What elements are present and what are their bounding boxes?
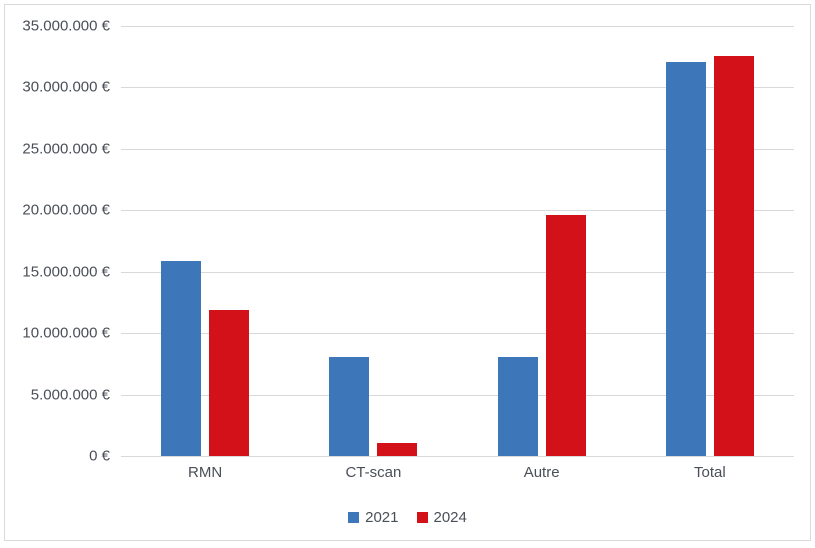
category-group-CT-scan xyxy=(289,26,457,456)
plot-area xyxy=(121,26,794,457)
legend-swatch-icon xyxy=(416,512,428,523)
bar-2024-CT-scan xyxy=(377,443,418,456)
gridline xyxy=(121,87,794,89)
legend-item-2021: 2021 xyxy=(348,509,399,526)
y-tick-label: 30.000.000 € xyxy=(22,78,110,96)
bar-2021-RMN xyxy=(161,260,202,456)
bar-2024-Autre xyxy=(545,215,586,456)
x-axis-labels: RMN CT-scan Autre Total xyxy=(121,464,794,481)
legend-label: 2024 xyxy=(433,509,467,526)
legend-label: 2021 xyxy=(365,509,399,526)
y-tick-label: 10.000.000 € xyxy=(22,324,110,342)
chart-frame: 0 € 5.000.000 € 10.000.000 € 15.000.000 € 20… xyxy=(4,4,811,541)
legend-item-2024: 2024 xyxy=(416,509,467,526)
category-group-Autre xyxy=(458,26,626,456)
bars-layer xyxy=(121,26,794,456)
gridline xyxy=(121,394,794,396)
bar-2024-RMN xyxy=(209,309,250,456)
category-group-Total xyxy=(626,26,794,456)
gridline xyxy=(121,210,794,212)
category-label: RMN xyxy=(188,464,223,481)
y-tick-label: 25.000.000 € xyxy=(22,140,110,158)
category-label: CT-scan xyxy=(345,464,402,481)
y-tick-label: 35.000.000 € xyxy=(22,17,110,35)
bar-2024-Total xyxy=(713,56,754,456)
gridline xyxy=(121,148,794,150)
legend: 2021 2024 xyxy=(5,509,810,526)
y-tick-label: 0 € xyxy=(89,447,110,465)
category-label: Total xyxy=(694,464,726,481)
gridline xyxy=(121,333,794,335)
category-group-RMN xyxy=(121,26,289,456)
y-tick-label: 15.000.000 € xyxy=(22,263,110,281)
gridline xyxy=(121,26,794,27)
bar-2021-Autre xyxy=(497,356,538,456)
category-label: Autre xyxy=(523,464,560,481)
bar-2021-Total xyxy=(665,61,706,456)
legend-swatch-icon xyxy=(348,512,360,523)
bar-2021-CT-scan xyxy=(329,356,370,456)
y-tick-label: 20.000.000 € xyxy=(22,201,110,219)
y-tick-label: 5.000.000 € xyxy=(30,386,110,404)
y-axis-labels: 0 € 5.000.000 € 10.000.000 € 15.000.000 € 20… xyxy=(5,18,110,465)
gridline xyxy=(121,271,794,273)
